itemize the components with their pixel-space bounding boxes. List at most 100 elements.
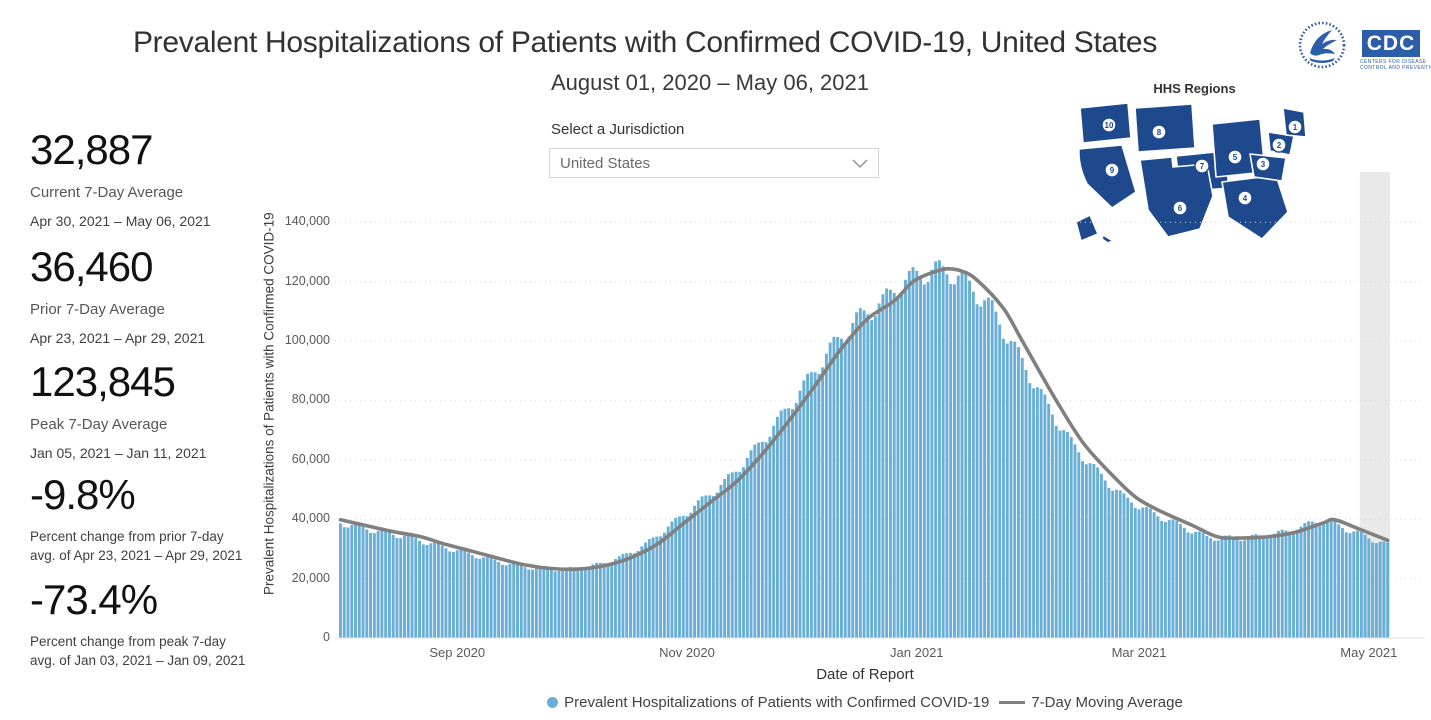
bar [610,562,614,638]
bar [399,538,403,638]
hospitalizations-bar-chart[interactable] [335,165,1431,655]
bar [764,442,768,638]
bar [485,556,489,638]
region-8-marker[interactable] [1151,124,1167,140]
bar [730,472,734,638]
y-tick-label: 80,000 [291,392,330,407]
bar [817,373,821,638]
region-1-marker[interactable] [1287,119,1303,135]
bar [369,532,373,638]
bar [794,403,798,638]
bar [459,549,463,638]
region-number: 1 [1293,123,1298,132]
map-region-shape[interactable] [1078,144,1137,209]
bar [595,562,599,638]
bar [727,474,730,638]
stat-prior-average: 36,460 Prior 7-Day Average Apr 23, 2021 … [30,245,270,347]
bar [1001,338,1005,638]
bar [953,284,956,638]
bar [602,563,606,638]
region-10-marker[interactable] [1101,117,1117,133]
bar [1013,341,1017,638]
bar [779,410,783,638]
bar [681,516,685,638]
bar [1310,521,1314,638]
bar [715,492,719,638]
region-6-marker[interactable] [1172,200,1188,216]
map-region-shape[interactable] [1075,214,1099,242]
region-4-marker[interactable] [1237,190,1253,206]
bar [632,553,636,638]
bar [1292,532,1295,638]
map-region-shape[interactable] [1101,234,1114,244]
bar [1220,537,1224,638]
region-7-marker[interactable] [1194,158,1210,174]
bar [685,516,689,638]
bar [873,316,877,638]
bar [983,300,987,638]
bar [629,552,632,638]
bar [1024,370,1028,638]
x-tick-label: Sep 2020 [429,645,486,660]
bar [1141,507,1145,638]
bar [1284,530,1288,638]
bar [527,569,531,638]
bar [1028,383,1032,638]
region-3-marker[interactable] [1255,156,1271,172]
hhs-regions-map[interactable]: 10 8 9 7 5 6 4 3 2 1 [1072,96,1317,244]
bar [945,274,949,638]
region-number: 3 [1261,160,1266,169]
bar [1201,532,1205,638]
stat-label: Peak 7-Day Average [30,416,168,433]
region-number: 4 [1243,194,1248,203]
bar [662,532,666,638]
region-number: 9 [1110,166,1115,175]
y-tick-label: 140,000 [284,214,330,229]
bar [651,537,655,638]
bar [1032,388,1036,638]
bar [546,568,550,638]
bar [1171,519,1175,638]
bar [1175,520,1179,638]
bar [1265,538,1269,638]
bar [1130,502,1133,638]
map-region-shape[interactable] [1139,156,1214,238]
bar [1344,532,1348,638]
bar [855,312,858,638]
bar [926,281,930,638]
bar [1167,520,1171,638]
bar [840,338,843,638]
bar [1239,541,1243,638]
bar [613,559,617,638]
bar [425,545,429,638]
bar [414,537,418,638]
bar [847,336,851,638]
bar [772,425,776,638]
bar [968,280,971,638]
bar [1333,521,1337,638]
bar [1111,490,1115,638]
bar [361,526,365,638]
region-9-marker[interactable] [1104,162,1120,178]
bar [440,545,444,638]
bar [523,567,527,638]
bar [1126,497,1130,638]
stat-description: Percent change from peak 7-day avg. of Ja… [30,634,246,668]
bar [1103,480,1107,638]
bar [806,373,810,638]
stat-label: Prior 7-Day Average [30,301,165,318]
bar [1374,543,1378,638]
bar [760,441,764,638]
bar [1190,533,1194,638]
bar [644,542,648,638]
bar [1050,414,1054,638]
bar [994,311,998,638]
region-2-marker[interactable] [1271,137,1287,153]
bar [1261,536,1265,638]
region-5-marker[interactable] [1227,149,1243,165]
bar [1307,521,1311,638]
bar [798,390,802,638]
jurisdiction-dropdown[interactable]: United States [549,148,879,178]
bar [655,536,659,638]
bar [941,266,945,638]
